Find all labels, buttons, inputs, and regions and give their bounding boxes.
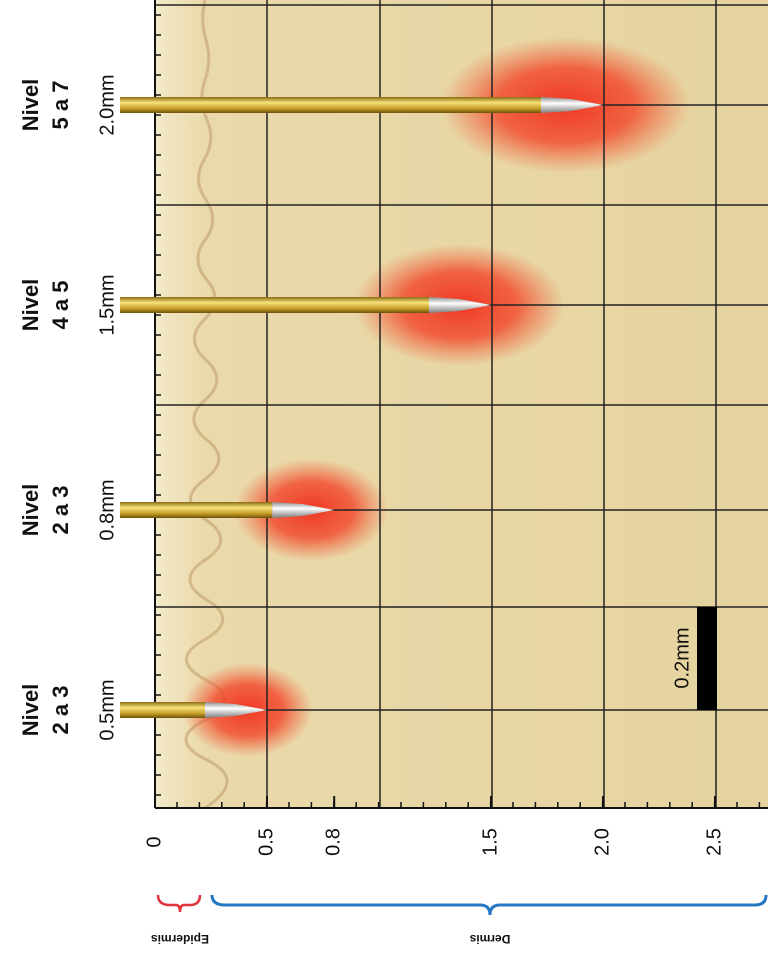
level-label: Nivel [18,279,43,332]
axis-tick-label: 0.5 [255,828,277,856]
depth-label: 0.5mm [96,679,118,740]
dermis-label: Dermis [469,932,510,946]
axis-tick-label: 2.0 [591,828,613,856]
axis-tick-label: 1.5 [479,828,501,856]
level-label: Nivel [18,484,43,537]
epidermis-label: Epidermis [151,932,209,946]
level-label: Nivel [18,79,43,132]
level-range: 4 a 5 [48,281,73,330]
needle-tip [272,502,335,518]
scale-bar-label: 0.2mm [671,627,693,688]
needle-shaft [120,702,205,718]
dermis-bracket [210,894,768,916]
needle-tip [429,297,491,313]
axis-tick-label: 2.5 [703,828,725,856]
depth-label: 0.8mm [96,479,118,540]
level-range: 2 a 3 [48,686,73,735]
axis-tick-label: 0.8 [322,828,344,856]
level-label: Nivel [18,684,43,737]
epidermis-bracket [156,894,202,913]
depth-label: 2.0mm [96,74,118,135]
needle-tip [541,97,603,113]
level-range: 5 a 7 [48,81,73,130]
level-range: 2 a 3 [48,486,73,535]
needle-shaft [120,97,541,113]
needle-tip [205,702,267,718]
needle-shaft [120,502,273,518]
needle-shaft [120,297,429,313]
depth-label: 1.5mm [96,274,118,335]
scale-bar [697,607,717,710]
axis-tick-label: 0 [143,836,165,847]
